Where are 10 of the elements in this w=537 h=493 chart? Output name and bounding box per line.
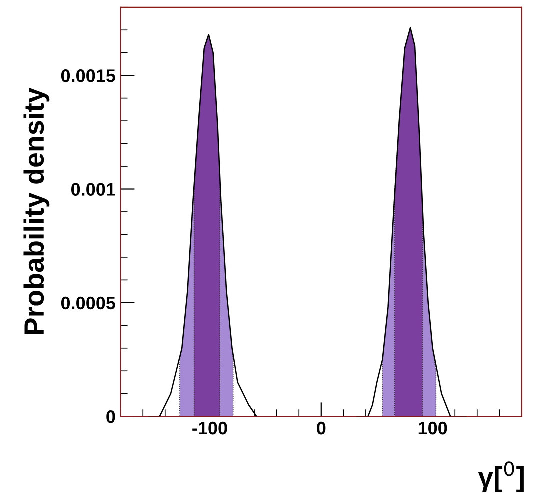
line-series bbox=[356, 27, 467, 417]
x-tick-label: -100 bbox=[192, 422, 228, 435]
y-tick-label: 0.0015 bbox=[61, 70, 116, 82]
x-tick-label: 100 bbox=[418, 422, 448, 435]
y-axis-title: Probability density bbox=[24, 88, 50, 334]
x-tick-label: 0 bbox=[317, 422, 326, 435]
y-tick-label: 0.0005 bbox=[61, 296, 116, 310]
y-tick-label: 0 bbox=[106, 410, 116, 424]
x-axis-title: γ[$^{0}$] bbox=[478, 462, 524, 492]
y-tick-label: 0.001 bbox=[72, 183, 116, 196]
